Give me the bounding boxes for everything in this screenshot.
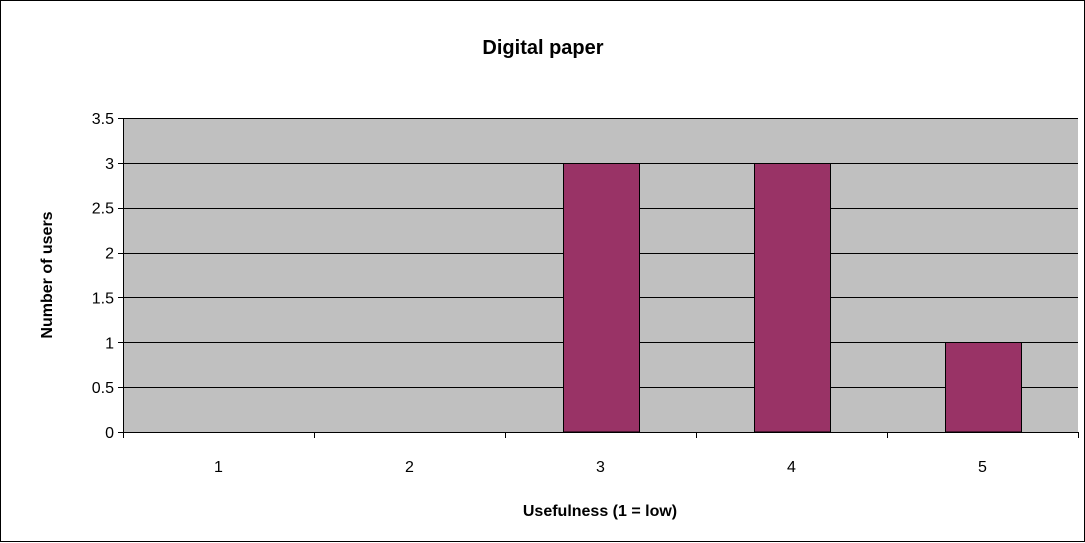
y-tick-label: 3.5 [92,111,114,128]
x-tick-label: 4 [787,459,796,476]
axes [118,118,1079,438]
y-tick-labels: 0 0.5 1 1.5 2 2.5 3 3.5 [92,111,114,442]
chart-title: Digital paper [482,37,603,59]
y-tick-label: 3 [105,156,114,173]
y-tick-label: 2.5 [92,201,114,218]
y-axis-title: Number of users [39,211,56,338]
bar-3 [563,163,640,433]
y-tick-label: 0.5 [92,380,114,397]
x-axis-title: Usefulness (1 = low) [523,503,677,520]
x-tick-label: 3 [596,459,605,476]
bar-4 [754,163,831,433]
y-tick-label: 1 [105,335,114,352]
x-tick-label: 2 [405,459,414,476]
x-tick-label: 1 [214,459,223,476]
y-tick-label: 0 [105,425,114,442]
y-tick-label: 2 [105,246,114,263]
x-tick-labels: 1 2 3 4 5 [214,459,987,476]
x-tick-label: 5 [978,459,987,476]
y-tick-label: 1.5 [92,290,114,307]
bar-5 [945,342,1022,433]
